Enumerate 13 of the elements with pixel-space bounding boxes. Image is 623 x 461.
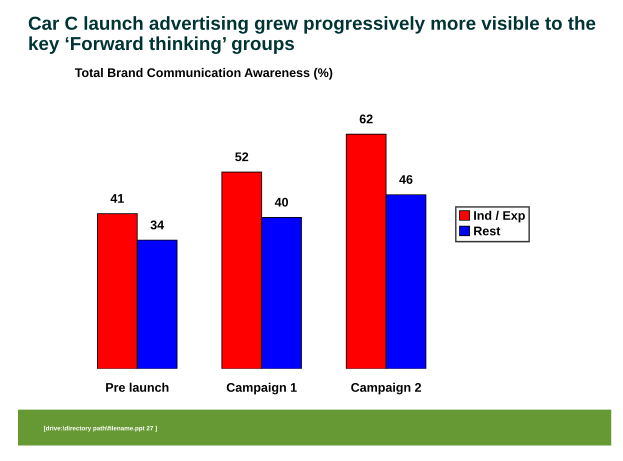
data-label: 52 xyxy=(235,152,248,162)
data-label: 34 xyxy=(150,220,164,230)
data-label: 40 xyxy=(274,198,288,207)
data-label: 46 xyxy=(399,175,412,184)
chart-title: Car C launch advertising grew progressively more visible to the key ‘Forward thinking’ groups xyxy=(28,16,596,54)
x-tick-label: Campaign 2 xyxy=(351,382,422,394)
data-label: 62 xyxy=(360,114,373,124)
x-tick-label: Campaign 1 xyxy=(226,382,297,394)
legend-label: Ind / Exp xyxy=(474,210,525,222)
x-tick-label: Pre launch xyxy=(106,382,168,392)
data-label: 41 xyxy=(110,194,124,203)
chart-subtitle: Total Brand Communication Awareness (%) xyxy=(74,68,332,80)
legend-label: Rest xyxy=(474,226,500,236)
